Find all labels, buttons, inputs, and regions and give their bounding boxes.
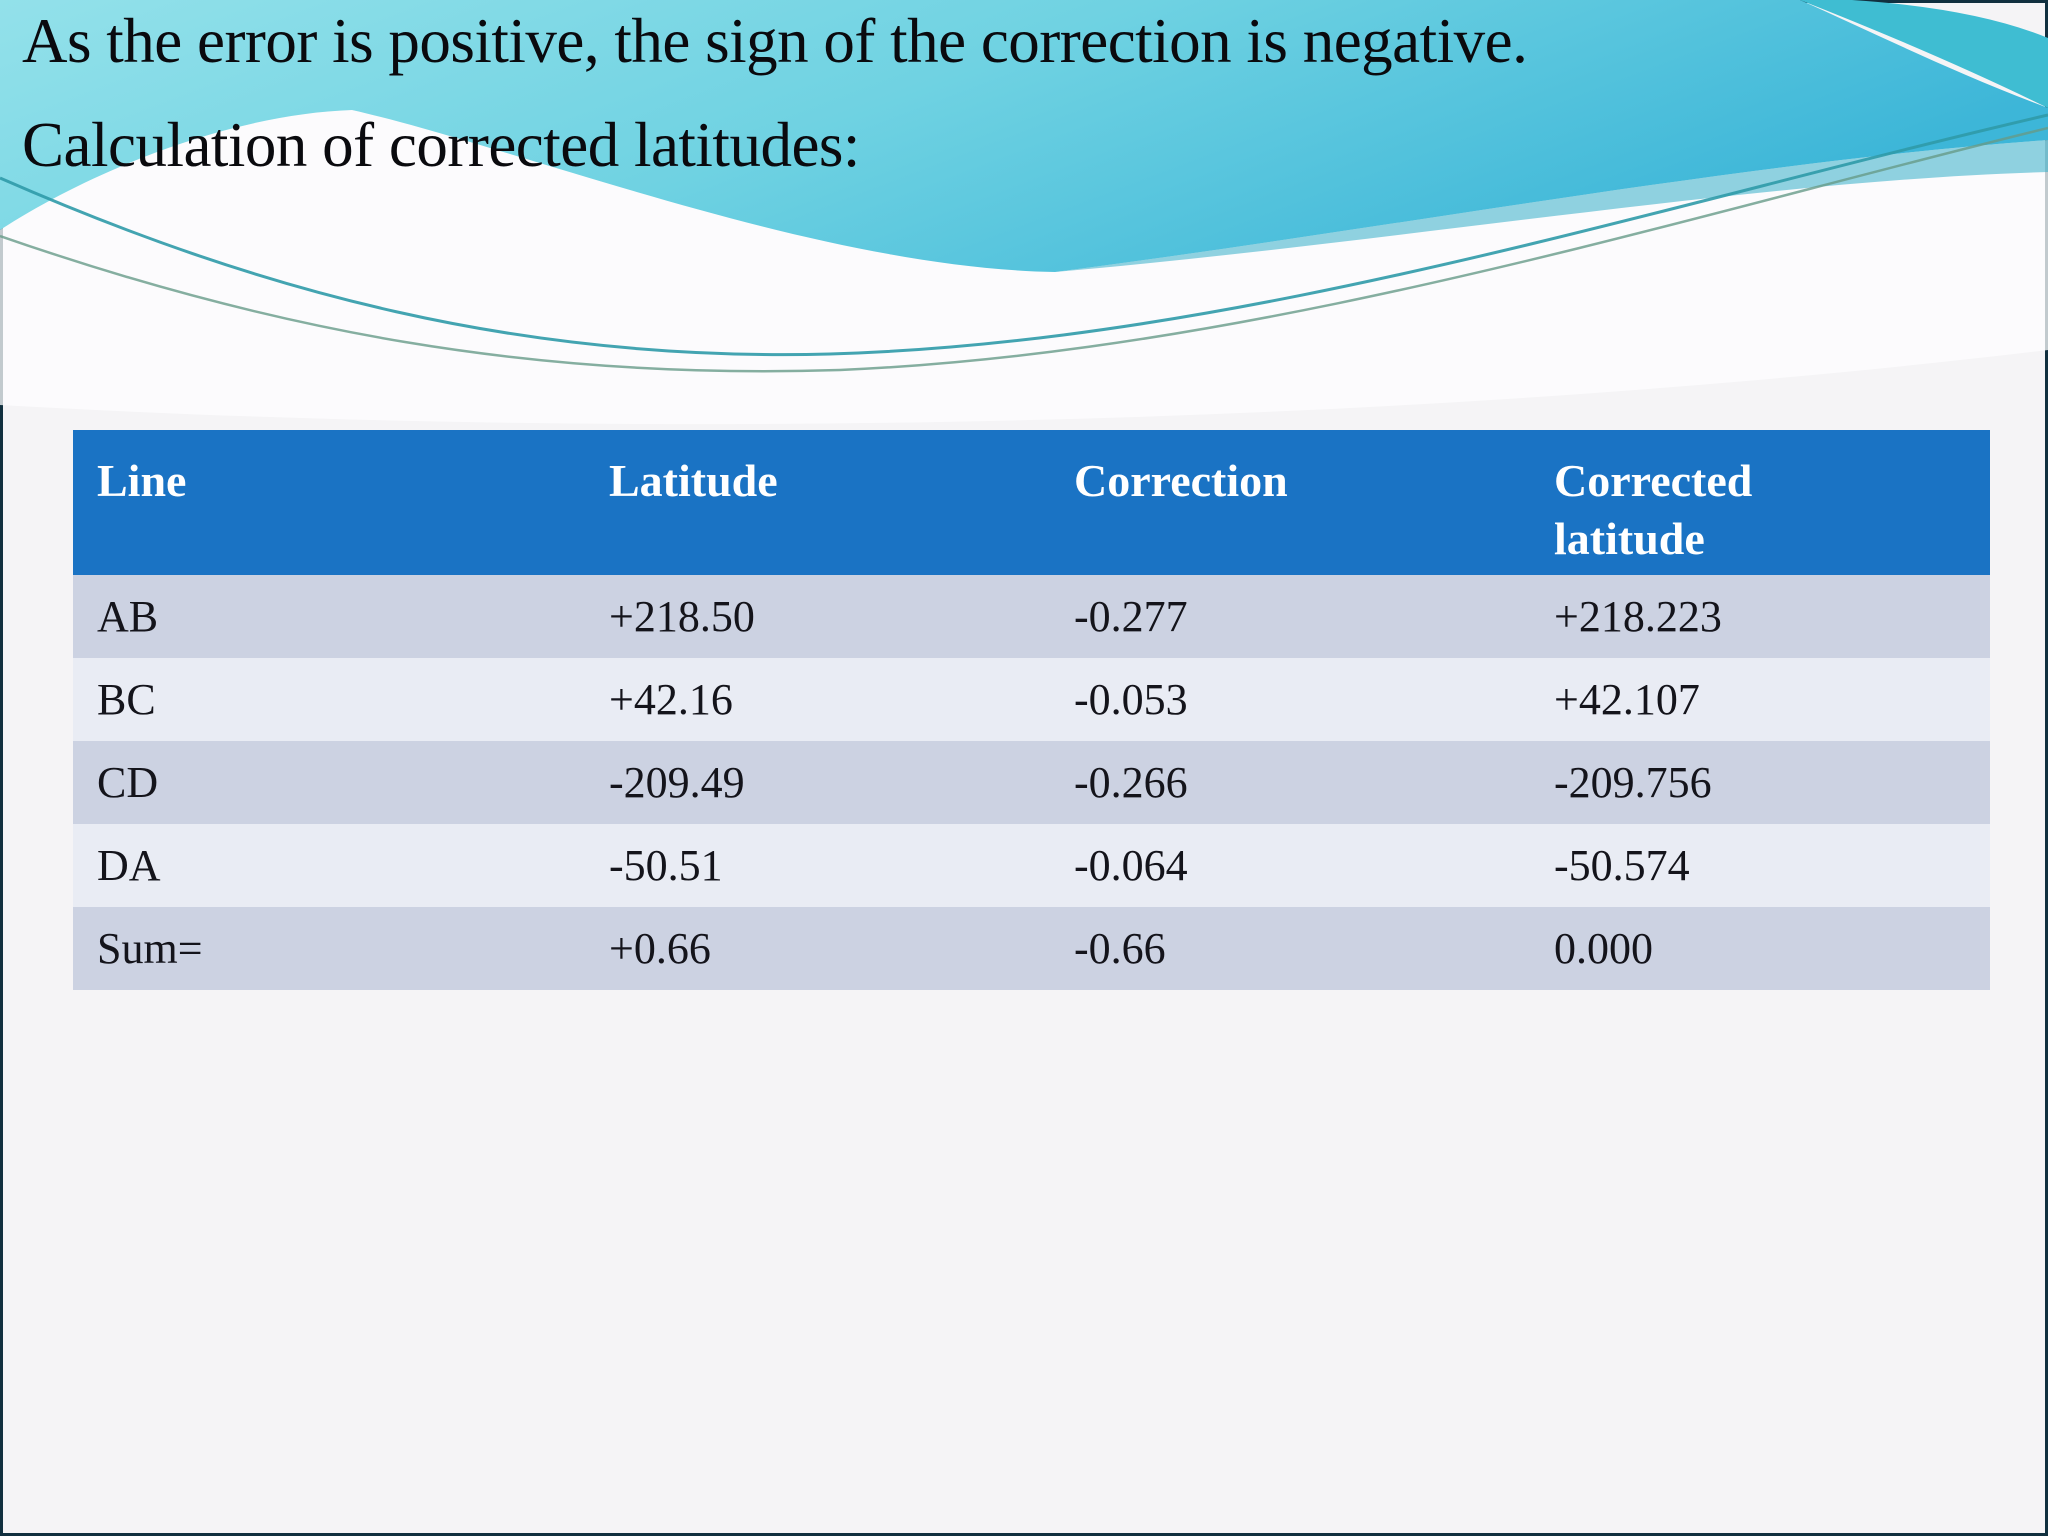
table-cell: +42.107 [1530,658,1990,741]
table-row: CD -209.49 -0.266 -209.756 [73,741,1990,824]
table-header-row: Line Latitude Correction Corrected latitude [73,430,1990,575]
table-cell: BC [73,658,585,741]
header-cell-0: Line [73,430,585,575]
table-cell: -209.756 [1530,741,1990,824]
table-cell: +0.66 [585,907,1050,990]
table-body: AB +218.50 -0.277 +218.223 BC +42.16 -0.053 +42… [73,575,1990,990]
table-row: AB +218.50 -0.277 +218.223 [73,575,1990,658]
table-cell: -0.277 [1050,575,1530,658]
table-cell: CD [73,741,585,824]
table-row: DA -50.51 -0.064 -50.574 [73,824,1990,907]
header-cell-3: Corrected latitude [1530,430,1990,575]
table-cell: -209.49 [585,741,1050,824]
table-cell: -0.064 [1050,824,1530,907]
table-cell: -50.51 [585,824,1050,907]
table-cell: +42.16 [585,658,1050,741]
title-line-1: As the error is positive, the sign of th… [22,6,1528,76]
table-cell: -50.574 [1530,824,1990,907]
header-cell-1: Latitude [585,430,1050,575]
header-cell-2: Correction [1050,430,1530,575]
table-row: BC +42.16 -0.053 +42.107 [73,658,1990,741]
table-row: Sum= +0.66 -0.66 0.000 [73,907,1990,990]
table-cell: AB [73,575,585,658]
table-cell: +218.50 [585,575,1050,658]
table-cell: -0.053 [1050,658,1530,741]
table-cell: 0.000 [1530,907,1990,990]
table-cell: +218.223 [1530,575,1990,658]
latitude-correction-table: Line Latitude Correction Corrected latitude… [73,430,1990,990]
title-block: As the error is positive, the sign of th… [22,10,2026,177]
table-cell: -0.266 [1050,741,1530,824]
title-line-2: Calculation of corrected latitudes: [22,110,860,180]
table-cell: -0.66 [1050,907,1530,990]
table-cell: Sum= [73,907,585,990]
table-cell: DA [73,824,585,907]
